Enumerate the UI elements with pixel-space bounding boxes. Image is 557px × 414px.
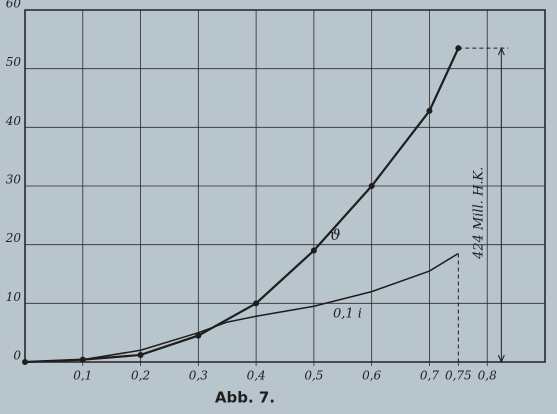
- curve-label: 0,1 i: [333, 307, 362, 322]
- data-point: [310, 247, 317, 254]
- x-tick-label: 0,7: [420, 369, 439, 383]
- y-tick-label: 10: [6, 290, 22, 304]
- x-tick-label: 0,5: [304, 369, 323, 383]
- x-tick-label: 0,1: [73, 369, 92, 383]
- x-tick-label: 0,3: [189, 369, 208, 383]
- data-point: [253, 300, 260, 307]
- data-point: [368, 183, 375, 189]
- x-tick-label: 0,75: [445, 369, 472, 383]
- series-line: [24, 252, 459, 363]
- data-point: [195, 332, 202, 339]
- y-tick-label: 30: [6, 173, 22, 187]
- y-tick-label: 60: [6, 0, 22, 11]
- caption: Abb. 7.: [215, 389, 275, 407]
- dimension-label: 424 Mill. H.K.: [472, 167, 487, 260]
- y-tick-label: 50: [6, 55, 22, 69]
- curve-label: ϑ: [330, 226, 341, 244]
- x-tick-label: 0,4: [247, 369, 266, 383]
- data-point: [137, 351, 144, 358]
- arrow-head: [497, 46, 505, 364]
- x-tick-label: 0,2: [131, 369, 150, 383]
- data-point: [426, 107, 433, 114]
- x-tick-label: 0,8: [478, 369, 497, 383]
- x-tick-label: 0,6: [362, 369, 381, 383]
- y-tick-label: 20: [5, 231, 22, 245]
- y-tick-label: 0: [13, 349, 21, 363]
- y-tick-label: 40: [5, 114, 22, 128]
